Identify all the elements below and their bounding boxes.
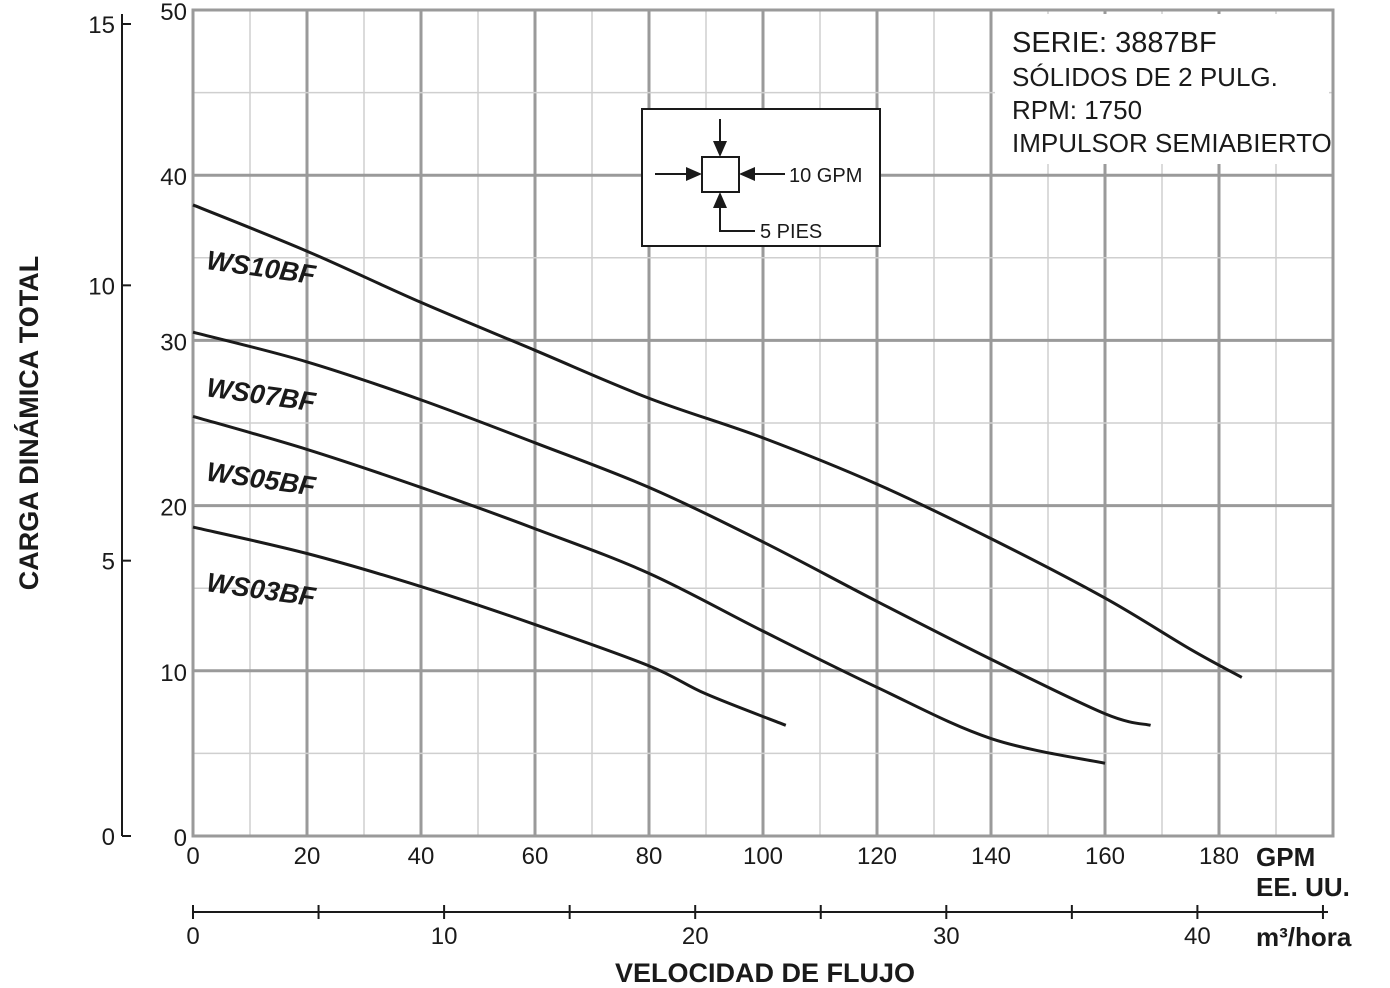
info-box-background (995, 14, 1329, 164)
x-tick-label: 40 (408, 843, 435, 870)
scale-legend: 10 GPM 5 PIES (641, 108, 881, 247)
secondary-x-tick-label: 40 (1184, 923, 1211, 950)
y-tick-label: 50 (160, 0, 187, 26)
series-line-ws10bf (192, 203, 1243, 679)
info-series: SERIE: 3887BF (1012, 27, 1217, 59)
scale-arrow-top-head (713, 141, 727, 157)
scale-legend-feet: 5 PIES (760, 221, 822, 243)
x-tick-label: 0 (186, 843, 199, 870)
y-axis-title: CARGA DINÁMICA TOTAL (13, 256, 44, 590)
x-tick-label: 180 (1199, 843, 1239, 870)
secondary-y-tick-label: 15 (88, 12, 115, 39)
secondary-y-tick-label: 10 (88, 273, 115, 300)
x-tick-label: 20 (294, 843, 321, 870)
scale-legend-gpm: 10 GPM (789, 165, 862, 187)
x-tick-label: 140 (971, 843, 1011, 870)
x-primary-unit-line2: EE. UU. (1256, 872, 1350, 902)
secondary-x-ticks: 0 10 20 30 40 (186, 905, 1324, 950)
scale-legend-square (701, 156, 740, 193)
primary-x-ticks: 0 20 40 60 80 100 120 140 160 180 (186, 843, 1239, 870)
x-tick-label: 100 (743, 843, 783, 870)
info-solids: SÓLIDOS DE 2 PULG. (1012, 62, 1278, 92)
secondary-x-tick-label: 0 (186, 923, 199, 950)
info-box: SERIE: 3887BF SÓLIDOS DE 2 PULG. RPM: 17… (995, 14, 1332, 164)
series-label-ws03bf: WS03BF (205, 567, 319, 612)
scale-arrow-bottom-head (713, 192, 727, 208)
y-tick-label: 10 (160, 660, 187, 687)
plot-frame (191, 8, 1335, 838)
series-labels: WS10BF WS07BF WS05BF WS03BF (205, 245, 319, 612)
primary-y-ticks: 0 10 20 30 40 50 (160, 0, 187, 852)
secondary-x-tick-label: 30 (933, 923, 960, 950)
scale-legend-frame (641, 108, 881, 247)
y-tick-label: 40 (160, 164, 187, 191)
y-tick-label: 20 (160, 495, 187, 522)
series-curves (192, 203, 1243, 765)
scale-arrow-bottom-line (719, 204, 755, 232)
series-line-ws03bf (192, 525, 787, 727)
series-line-ws05bf (192, 414, 1106, 765)
series-label-ws05bf: WS05BF (205, 457, 319, 502)
x-secondary-unit: m³/hora (1256, 922, 1352, 952)
y-tick-label: 30 (160, 329, 187, 356)
series-line-ws07bf (192, 330, 1151, 727)
series-label-ws07bf: WS07BF (205, 372, 319, 417)
series-label-ws10bf: WS10BF (205, 245, 319, 290)
scale-arrow-left-head (686, 167, 702, 181)
secondary-x-tick-label: 20 (682, 923, 709, 950)
secondary-x-tick-label: 10 (431, 923, 458, 950)
x-tick-label: 120 (857, 843, 897, 870)
x-primary-unit: GPM (1256, 842, 1315, 872)
secondary-y-tick-label: 0 (102, 824, 115, 851)
x-tick-label: 80 (636, 843, 663, 870)
y-tick-label: 0 (174, 825, 187, 852)
secondary-y-tick-label: 5 (102, 549, 115, 576)
x-axis-title: VELOCIDAD DE FLUJO (615, 958, 915, 988)
info-rpm: RPM: 1750 (1012, 95, 1142, 125)
x-tick-label: 160 (1085, 843, 1125, 870)
info-impeller: IMPULSOR SEMIABIERTO (1012, 128, 1332, 158)
x-tick-label: 60 (522, 843, 549, 870)
scale-arrow-right-head (739, 167, 755, 181)
secondary-y-ticks: 0 5 10 15 (88, 12, 131, 851)
